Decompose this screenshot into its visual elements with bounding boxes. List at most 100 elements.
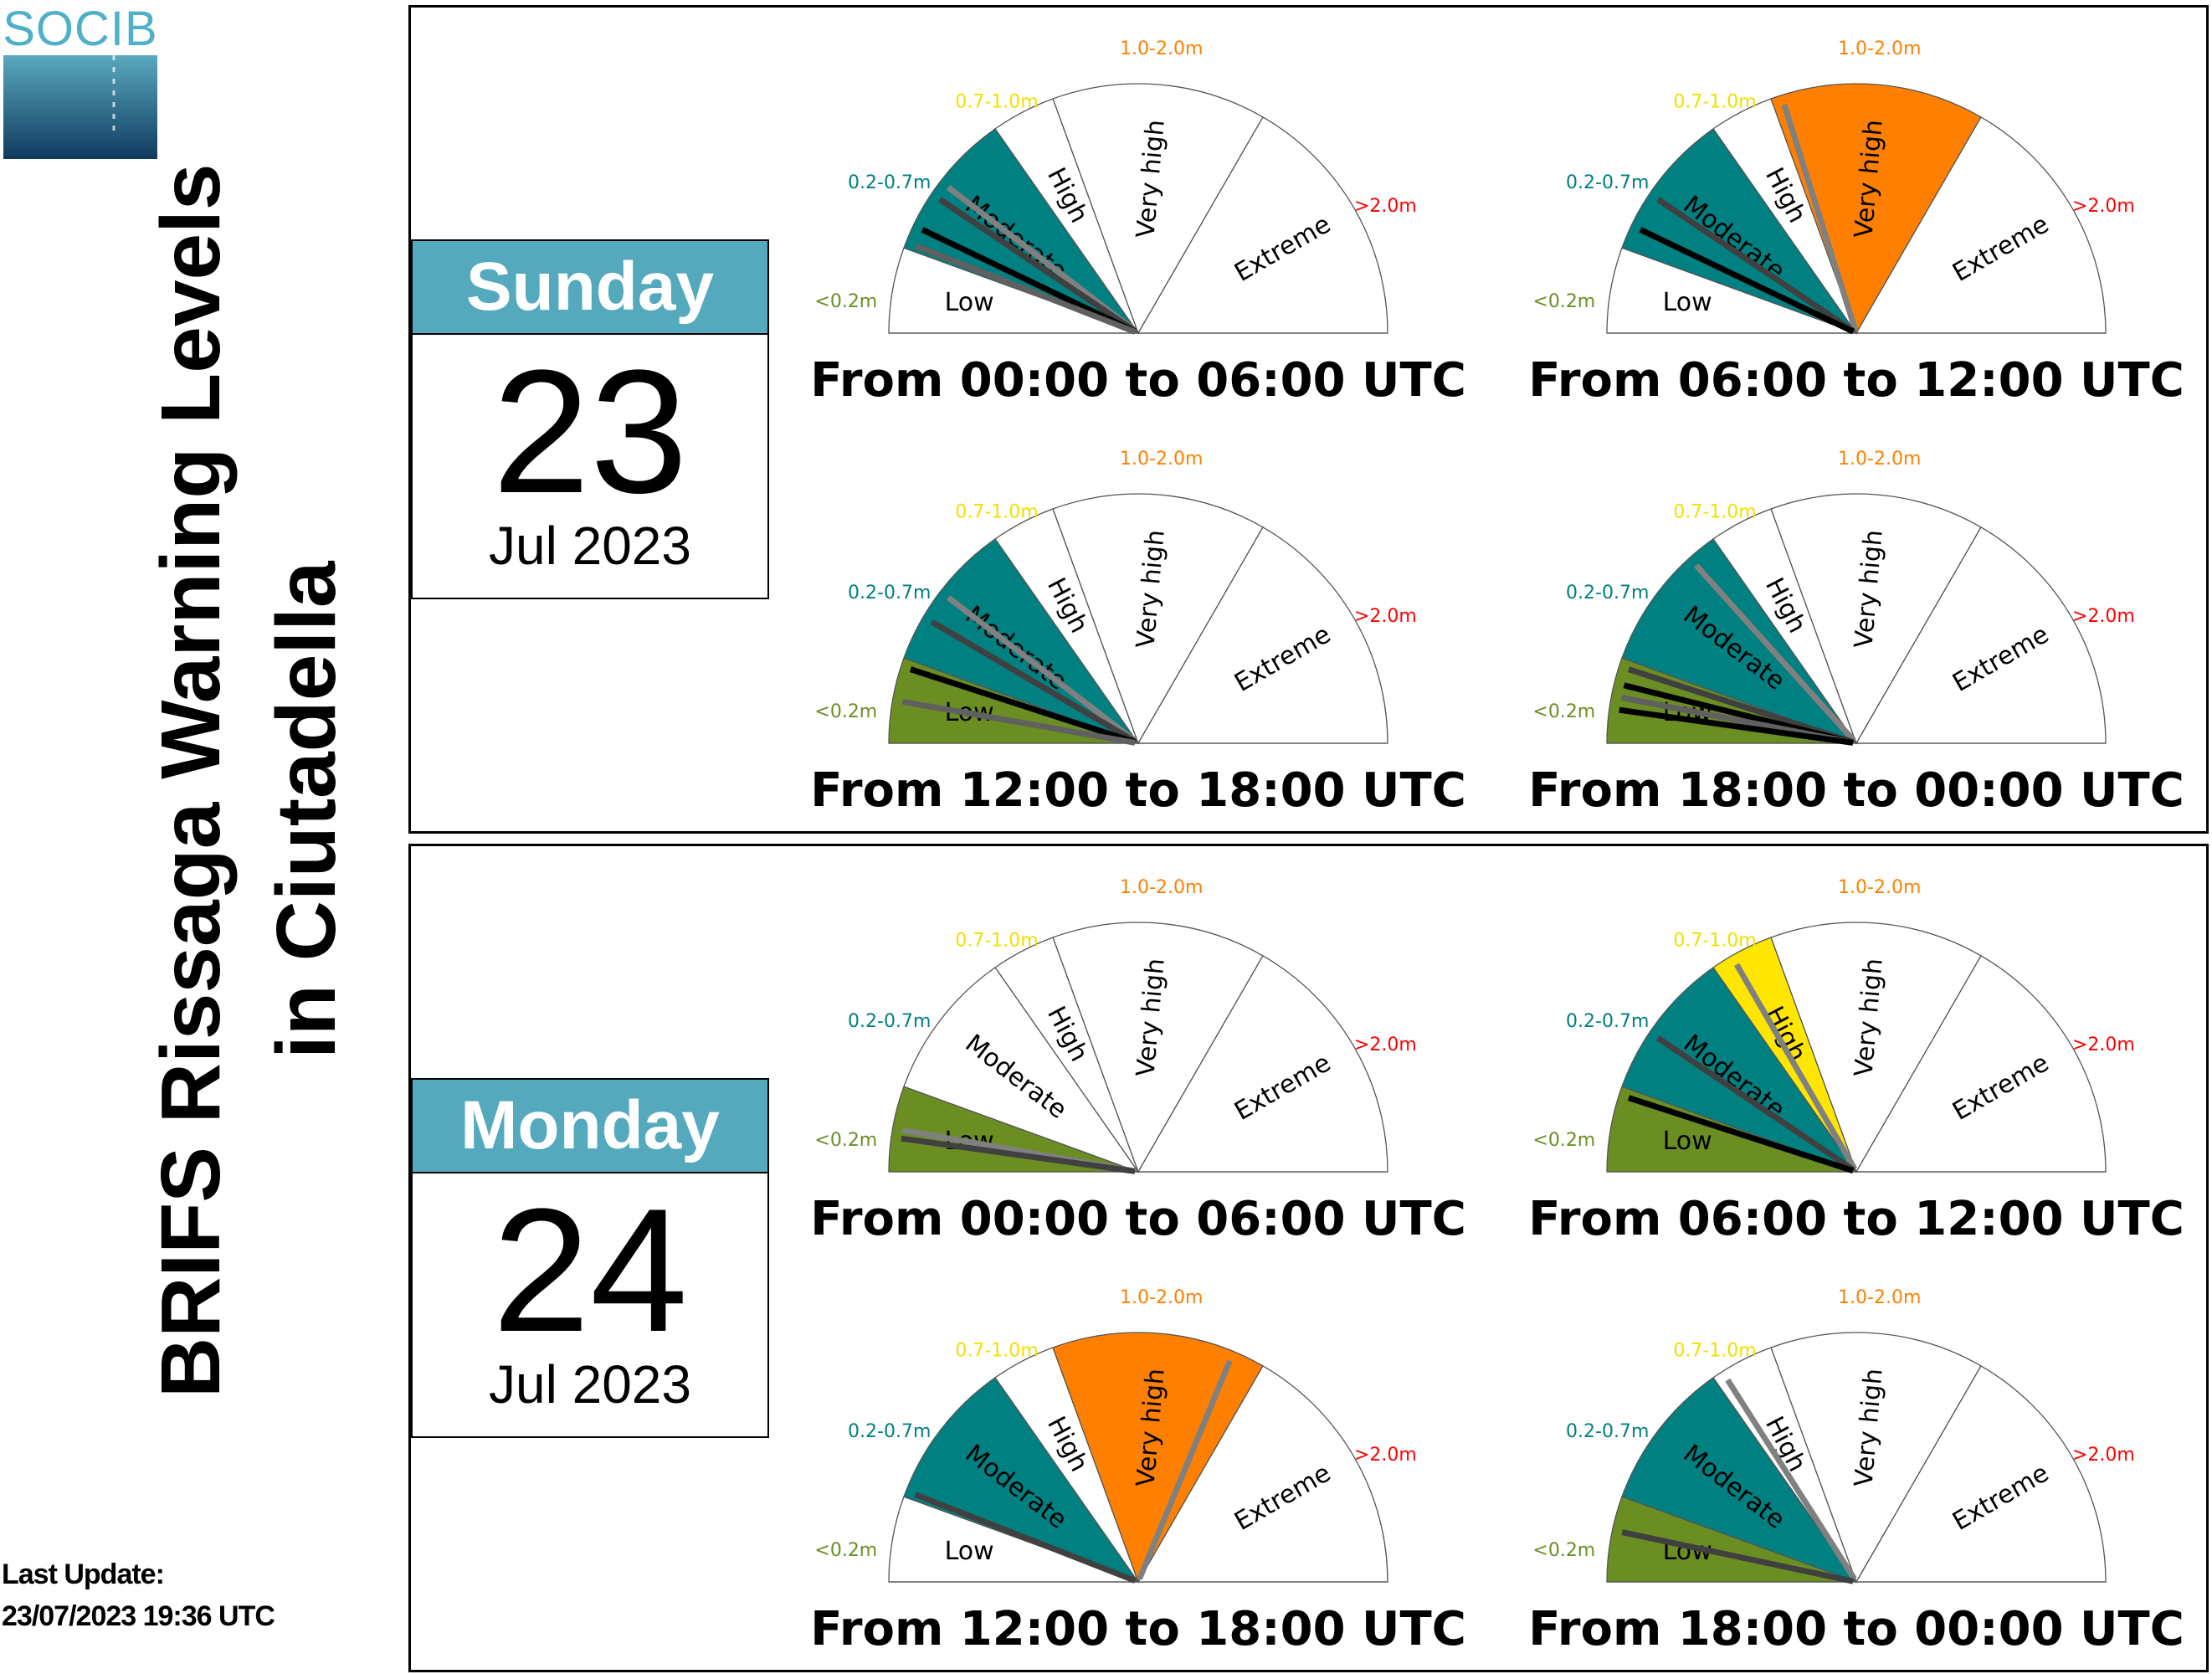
sector-moderate xyxy=(1621,1376,1858,1584)
needle xyxy=(1694,563,1856,743)
range-label: 0.2-0.7m xyxy=(848,583,931,603)
range-label: <0.2m xyxy=(1532,701,1595,722)
range-label: 0.7-1.0m xyxy=(1673,502,1756,523)
sector-extreme xyxy=(1137,1365,1388,1583)
sector-moderate xyxy=(903,1376,1140,1584)
range-label: >2.0m xyxy=(2072,1035,2135,1055)
month-year: Jul 2023 xyxy=(489,516,691,576)
range-label: 0.2-0.7m xyxy=(1566,1011,1649,1032)
sector-very-high xyxy=(1052,922,1264,1173)
needle xyxy=(930,619,1137,744)
needle xyxy=(1619,706,1854,746)
range-label: 0.2-0.7m xyxy=(1566,1421,1649,1442)
range-label: 0.2-0.7m xyxy=(848,1011,931,1032)
range-label: 0.2-0.7m xyxy=(848,1421,931,1442)
page-title-line-1: BRIFS Rissaga Warning Levels xyxy=(144,163,238,1398)
sector-extreme xyxy=(1855,526,2107,744)
period-label: From 18:00 to 00:00 UTC xyxy=(1528,763,2184,818)
range-label: 0.2-0.7m xyxy=(848,172,931,193)
last-update-label: Last Update: xyxy=(2,1558,165,1590)
range-label: 1.0-2.0m xyxy=(1838,1287,1921,1308)
range-label: <0.2m xyxy=(1532,1130,1595,1151)
range-label: <0.2m xyxy=(814,701,877,722)
range-label: 0.7-1.0m xyxy=(955,1341,1038,1362)
needle xyxy=(937,197,1137,334)
range-label: <0.2m xyxy=(1532,291,1595,312)
range-label: 1.0-2.0m xyxy=(1120,877,1203,898)
level-label-low: Low xyxy=(945,1537,994,1566)
range-label: >2.0m xyxy=(2072,606,2135,627)
needle xyxy=(901,1135,1136,1174)
needle xyxy=(1655,197,1855,334)
sector-moderate xyxy=(1621,537,1858,745)
level-label-low: Low xyxy=(945,288,994,317)
sector-very-high xyxy=(1770,922,1982,1173)
range-label: >2.0m xyxy=(1354,1035,1417,1055)
needle xyxy=(1655,1035,1855,1173)
sector-extreme xyxy=(1137,526,1388,744)
period-label: From 06:00 to 12:00 UTC xyxy=(1528,1192,2184,1246)
needle xyxy=(914,243,1137,335)
sector-extreme xyxy=(1855,1365,2107,1583)
range-label: 0.7-1.0m xyxy=(955,502,1038,523)
day-name: Sunday xyxy=(413,241,767,335)
day-name: Monday xyxy=(413,1080,767,1173)
sector-moderate xyxy=(903,537,1140,745)
needle xyxy=(1781,104,1859,331)
period-label: From 18:00 to 00:00 UTC xyxy=(1528,1602,2184,1656)
sector-moderate xyxy=(1621,966,1858,1173)
range-label: 0.7-1.0m xyxy=(1673,92,1756,113)
range-label: <0.2m xyxy=(1532,1540,1595,1561)
sector-very-high xyxy=(1052,1332,1264,1584)
sector-moderate xyxy=(903,127,1140,335)
day-number: 23 xyxy=(492,333,688,530)
range-label: 1.0-2.0m xyxy=(1120,39,1203,59)
needle xyxy=(1627,1095,1855,1174)
range-label: 1.0-2.0m xyxy=(1838,877,1921,898)
range-label: 1.0-2.0m xyxy=(1838,39,1921,59)
range-label: >2.0m xyxy=(1354,1445,1417,1466)
needle xyxy=(1627,666,1855,746)
needle xyxy=(1733,963,1858,1171)
range-label: 0.7-1.0m xyxy=(955,92,1038,113)
level-label-low: Low xyxy=(1663,1127,1712,1156)
sector-moderate xyxy=(1621,127,1858,335)
sector-moderate xyxy=(903,966,1140,1173)
sector-extreme xyxy=(1855,955,2107,1173)
needle xyxy=(1639,227,1855,335)
needle xyxy=(1137,1359,1233,1580)
sector-extreme xyxy=(1855,116,2107,334)
date-card-monday: Monday 24 Jul 2023 xyxy=(411,1078,769,1438)
range-label: 0.2-0.7m xyxy=(1566,583,1649,603)
socib-logo-text: SOCIB xyxy=(3,3,157,56)
sector-extreme xyxy=(1137,116,1388,334)
range-label: <0.2m xyxy=(814,1130,877,1151)
range-label: >2.0m xyxy=(2072,1445,2135,1466)
last-update-value: 23/07/2023 19:36 UTC xyxy=(2,1600,275,1632)
day-panel-sunday xyxy=(408,5,2209,834)
needle xyxy=(901,698,1136,746)
period-label: From 12:00 to 18:00 UTC xyxy=(810,1602,1466,1656)
socib-logo: SOCIB xyxy=(3,3,157,159)
page-title-line-2: in Ciutadella xyxy=(259,561,353,1059)
level-label-low: Low xyxy=(1663,288,1712,317)
range-label: 1.0-2.0m xyxy=(1120,449,1203,470)
sector-very-high xyxy=(1052,493,1264,745)
range-label: 1.0-2.0m xyxy=(1838,449,1921,470)
sector-very-high xyxy=(1770,1332,1982,1584)
range-label: 0.7-1.0m xyxy=(1673,1341,1756,1362)
sector-very-high xyxy=(1052,83,1264,335)
range-label: >2.0m xyxy=(1354,196,1417,217)
sector-extreme xyxy=(1137,955,1388,1173)
range-label: 0.7-1.0m xyxy=(955,931,1038,952)
day-number: 24 xyxy=(492,1172,688,1368)
needle xyxy=(914,1492,1137,1584)
date-card-sunday: Sunday 23 Jul 2023 xyxy=(411,239,769,599)
